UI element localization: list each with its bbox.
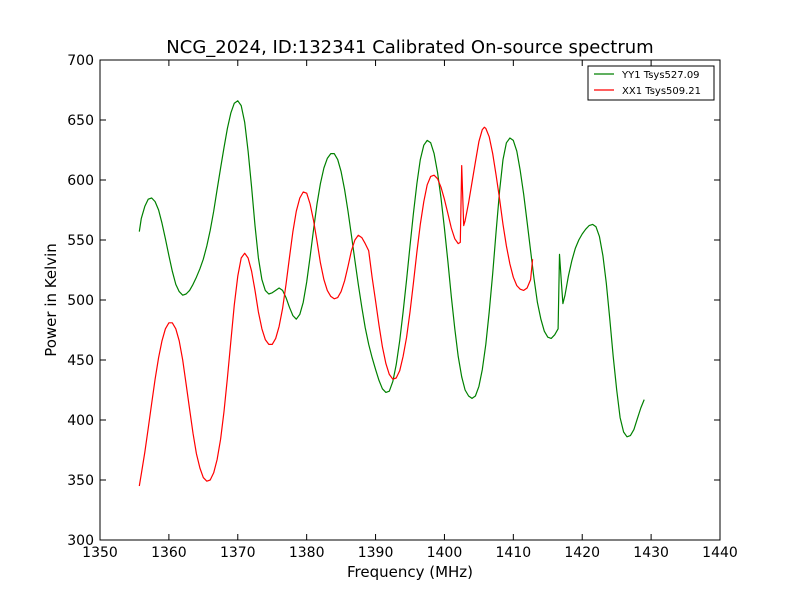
x-tick-label: 1350 — [82, 545, 118, 561]
y-axis: 300 350 400 450 500 550 600 650 700 — [67, 53, 720, 549]
x-tick-label: 1390 — [358, 545, 394, 561]
x-axis-label: Frequency (MHz) — [347, 563, 473, 581]
y-tick-label: 350 — [67, 473, 94, 489]
x-tick-label: 1400 — [427, 545, 463, 561]
chart-title: NCG_2024, ID:132341 Calibrated On-source… — [166, 37, 653, 58]
legend-box — [587, 65, 715, 101]
y-tick-label: 650 — [67, 113, 94, 129]
y-tick-label: 550 — [67, 233, 94, 249]
series-line-0 — [138, 100, 645, 438]
x-tick-label: 1360 — [151, 545, 187, 561]
y-tick-label: 500 — [67, 293, 94, 309]
x-tick-label: 1410 — [496, 545, 532, 561]
plot-area — [99, 59, 721, 541]
y-axis-label: Power in Kelvin — [42, 243, 60, 357]
series-line-1 — [138, 126, 534, 487]
y-tick-label: 300 — [67, 533, 94, 549]
series-layer — [138, 100, 645, 487]
legend-label-1: XX1 Tsys509.21 — [622, 86, 701, 97]
x-tick-label: 1440 — [702, 545, 738, 561]
x-tick-label: 1420 — [564, 545, 600, 561]
legend-label-0: YY1 Tsys527.09 — [621, 70, 700, 81]
legend: YY1 Tsys527.09 XX1 Tsys509.21 — [587, 65, 715, 101]
x-axis: 1350 1360 1370 1380 1390 1400 1410 1420 1430 1440 — [82, 60, 738, 561]
x-tick-label: 1380 — [289, 545, 325, 561]
y-tick-label: 400 — [67, 413, 94, 429]
x-tick-label: 1370 — [220, 545, 256, 561]
x-tick-label: 1430 — [633, 545, 669, 561]
y-tick-label: 600 — [67, 173, 94, 189]
y-tick-label: 700 — [67, 53, 94, 69]
y-tick-label: 450 — [67, 353, 94, 369]
